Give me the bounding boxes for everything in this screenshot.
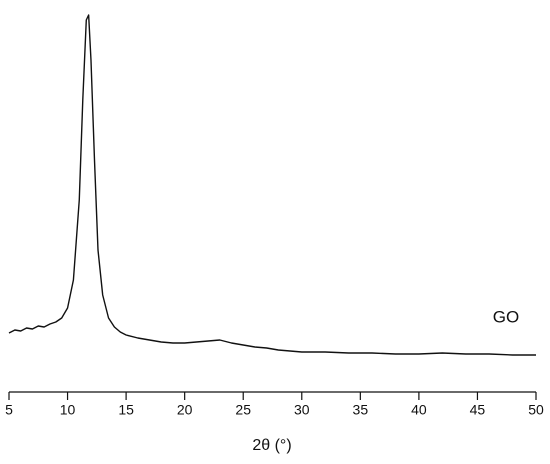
data-line [8, 14, 536, 356]
x-tick-label: 40 [411, 402, 427, 418]
x-tick-label: 5 [5, 402, 13, 418]
x-tick-label: 50 [528, 402, 544, 418]
x-tick-label: 20 [177, 402, 193, 418]
x-tick-label: 35 [353, 402, 369, 418]
x-axis-label: 2θ (°) [252, 437, 291, 454]
x-tick-label: 10 [60, 402, 76, 418]
x-tick-label: 30 [294, 402, 310, 418]
x-tick-label: 25 [235, 402, 251, 418]
x-tick-label: 45 [470, 402, 486, 418]
annotation: GO [493, 307, 519, 326]
x-tick-label: 15 [118, 402, 134, 418]
